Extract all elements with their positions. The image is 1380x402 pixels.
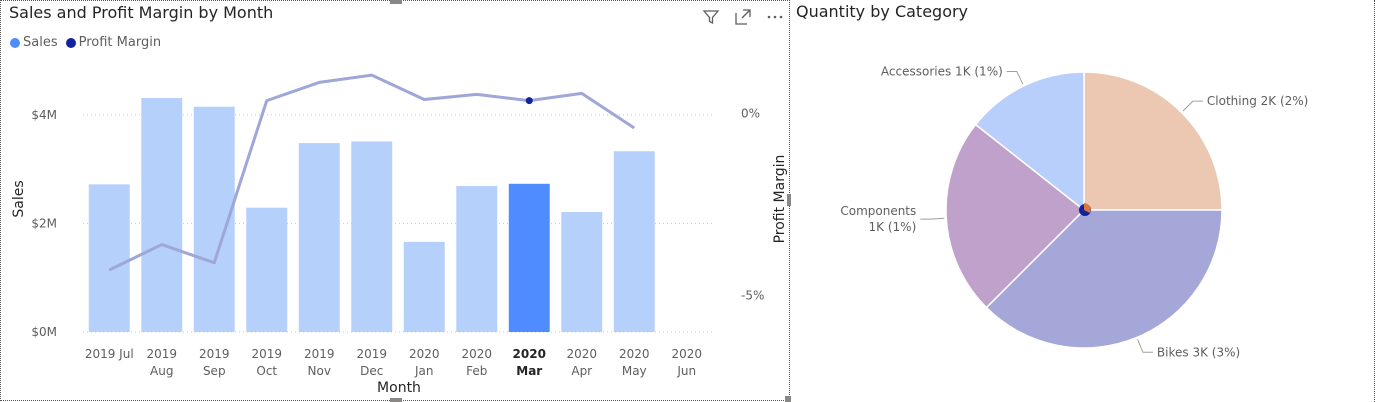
resize-handle-bottom[interactable] [390,398,402,402]
pie-leader-line [920,217,945,220]
bar [403,241,445,332]
x-tick-label: 2019 Aug [146,347,177,378]
pie-slice [985,209,1223,349]
profit-margin-line [108,73,636,272]
x-tick-label: 2020 May [619,347,650,378]
x-tick-label: 2019 Jul [85,347,134,361]
y-tick-label: $0M [31,325,57,339]
resize-handle-right[interactable] [787,194,791,206]
x-tick-label: 2019 Dec [356,347,387,378]
pie-chart: Clothing 2K (2%) Bikes 3K (3%) Components 1… [840,64,1308,359]
x-tick-label: 2019 Nov [304,347,335,378]
visual-border [1374,0,1375,402]
y2-axis-title: Profit Margin [772,155,788,244]
sales-profit-visual[interactable]: Sales and Profit Margin by Month Sales P… [0,0,791,402]
focus-mode-icon[interactable] [733,7,753,27]
pie-leader-line [1137,339,1153,353]
pie-data-label: Bikes 3K (3%) [1157,345,1240,359]
chart-title: Sales and Profit Margin by Month [9,3,274,22]
legend-item-sales[interactable]: Sales [10,35,58,50]
y-tick-label: $2M [31,216,57,230]
x-tick-label: 2019 Sep [199,347,230,378]
pie-slice [1083,71,1223,211]
filter-icon[interactable] [701,7,721,27]
legend-label-profit-margin: Profit Margin [78,35,162,50]
legend-label-sales: Sales [23,35,58,50]
y-tick-label: $4M [31,108,57,122]
legend-marker-sales [10,37,20,48]
bar [508,183,550,332]
profit-margin-point [525,97,533,105]
y2-tick-label: -5% [741,289,764,303]
legend-marker-profit-margin [65,37,76,48]
x-tick-label: 2020 Jun [671,347,702,378]
bar [613,151,655,332]
bar [246,207,288,332]
bar [351,141,393,332]
x-tick-label: 2020 Jan [409,347,440,378]
resize-handle-corner-br[interactable] [785,396,791,402]
x-tick-label: 2020 Mar [513,347,546,378]
x-tick-label: 2019 Oct [251,347,282,378]
pie-leader-line [1006,70,1024,85]
pie-center-marker-accent [1084,203,1091,213]
chart-legend: Sales Profit Margin [10,35,163,50]
x-axis-title: Month [377,380,421,396]
x-tick-label: 2020 Apr [566,347,597,378]
more-options-icon[interactable] [765,7,785,27]
pie-slice [974,71,1085,212]
quantity-category-visual[interactable]: Quantity by Category Clothing 2K (2%) Bik… [792,0,1372,402]
y2-tick-label: 0% [741,106,760,120]
visual-header [701,7,785,27]
y-axis-title: Sales [11,180,27,217]
bar [141,98,183,333]
pie-slice [945,123,1086,309]
bar [88,184,130,332]
pie-title: Quantity by Category [796,2,969,21]
bar [298,143,340,332]
bar [561,212,603,332]
resize-handle-top[interactable] [390,0,402,4]
pie-data-label: Components 1K (1%) [840,204,916,234]
pie-data-label: Accessories 1K (1%) [881,64,1003,78]
pie-leader-line [1182,100,1203,112]
combo-chart: $0M $2M $4M -5% 0% 2019 Jul 2019 Aug 2019 Sep 2019… [11,73,788,396]
pie-data-label: Clothing 2K (2%) [1207,94,1308,108]
legend-item-profit-margin[interactable]: Profit Margin [65,35,162,50]
bar [456,185,498,332]
x-tick-label: 2020 Feb [461,347,492,378]
